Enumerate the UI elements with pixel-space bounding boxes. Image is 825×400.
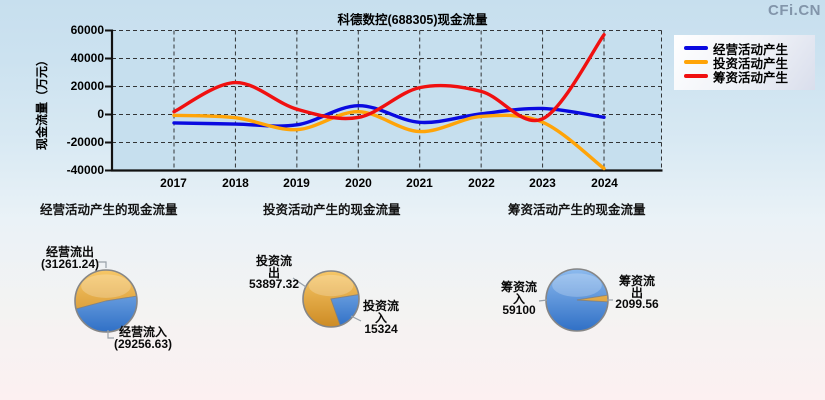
legend-item-financing: 筹资活动产生 xyxy=(674,69,815,85)
pie-label-value: 59100 xyxy=(502,303,536,317)
x-tick-label: 2024 xyxy=(591,176,618,190)
pie-label-financing-outflow: 筹资流出 2099.56 xyxy=(610,274,664,311)
pie-label-text: 经营流出 xyxy=(45,245,94,259)
pie-label-investing-outflow: 投资流出 53897.32 xyxy=(246,254,302,291)
y-tick-label: 60000 xyxy=(70,23,104,37)
legend-label: 经营活动产生 xyxy=(713,42,789,57)
pie-label-value: (31261.24) xyxy=(40,256,100,271)
x-tick-label: 2023 xyxy=(529,176,556,190)
x-tick-label: 2017 xyxy=(160,176,187,190)
x-tick-label: 2018 xyxy=(222,176,249,190)
legend-line-investing-icon xyxy=(684,60,708,64)
pie-label-investing-inflow: 投资流入 15324 xyxy=(358,299,404,336)
pie-label-text: 投资流入 xyxy=(362,299,399,325)
pie-label-value: 15324 xyxy=(364,322,398,336)
line-chart-title: 科德数控(688305)现金流量 xyxy=(337,13,488,27)
pie-label-operating-outflow: 经营流出 (31261.24) xyxy=(38,245,102,271)
legend-label: 筹资活动产生 xyxy=(713,70,789,85)
y-axis-label: 现金流量（万元） xyxy=(35,54,49,151)
legend-item-investing: 投资活动产生 xyxy=(674,55,815,71)
pie-label-value: 2099.56 xyxy=(615,297,659,311)
x-tick-label: 2019 xyxy=(283,176,310,190)
y-tick-label: 40000 xyxy=(70,51,104,65)
section-title-financing: 筹资活动产生的现金流量 xyxy=(508,203,646,217)
legend-line-operating-icon xyxy=(684,46,708,50)
pie-label-text: 投资流出 xyxy=(255,254,292,280)
pie-label-operating-inflow: 经营流入 (29256.63) xyxy=(108,325,178,351)
legend-item-operating: 经营活动产生 xyxy=(674,41,815,57)
pie-label-financing-inflow: 筹资流入 59100 xyxy=(496,280,542,317)
y-tick-label: 0 xyxy=(97,107,104,121)
legend-label: 投资活动产生 xyxy=(713,56,789,71)
pie-label-value: (29256.63) xyxy=(113,336,173,351)
x-tick-label: 2021 xyxy=(406,176,433,190)
pie-label-text: 经营流入 xyxy=(118,325,167,339)
section-title-investing: 投资活动产生的现金流量 xyxy=(263,203,401,217)
x-tick-label: 2022 xyxy=(468,176,495,190)
pie-label-text: 筹资流入 xyxy=(500,280,537,306)
pie-label-value: 53897.32 xyxy=(248,277,300,291)
pie-label-text: 筹资流出 xyxy=(618,274,655,300)
legend: 经营活动产生 投资活动产生 筹资活动产生 xyxy=(674,35,815,90)
section-title-operating: 经营活动产生的现金流量 xyxy=(40,203,178,217)
y-tick-label: -20000 xyxy=(66,135,104,149)
legend-line-financing-icon xyxy=(684,74,708,78)
y-tick-label: 20000 xyxy=(70,79,104,93)
cfi-watermark-link[interactable]: CFi.CN xyxy=(768,2,821,19)
x-tick-label: 2020 xyxy=(345,176,372,190)
y-tick-label: -40000 xyxy=(66,163,104,177)
